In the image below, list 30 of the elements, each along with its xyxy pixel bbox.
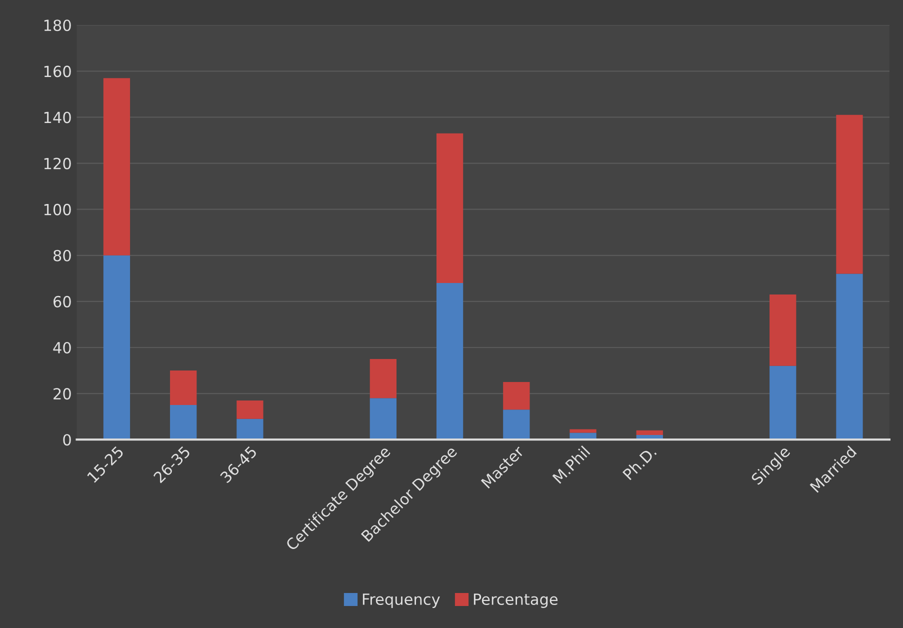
bar (836, 114, 863, 274)
y-tick-label: 80 (53, 250, 71, 262)
legend-label: Percentage (474, 594, 558, 608)
bar (103, 255, 130, 440)
y-tick-label: 20 (54, 388, 71, 400)
y-tick-label: 180 (44, 20, 71, 32)
bar (370, 359, 397, 398)
bar (236, 418, 264, 440)
y-tick-label: 100 (44, 204, 71, 216)
y-tick-label: 160 (44, 66, 71, 78)
bar (370, 398, 397, 440)
y-tick-label: 0 (63, 434, 71, 446)
y-tick-label: 60 (54, 296, 71, 308)
bar (503, 410, 530, 440)
legend-label: Frequency (362, 594, 440, 608)
bar (436, 133, 464, 284)
bar (170, 370, 197, 406)
bar (636, 430, 663, 435)
bar (570, 429, 596, 433)
y-tick-label: 140 (44, 112, 71, 124)
bar (503, 382, 530, 410)
bar (836, 274, 863, 440)
bar (236, 400, 264, 419)
bar (436, 283, 464, 440)
y-tick-label: 40 (53, 342, 71, 354)
bar (770, 294, 796, 366)
bar (770, 366, 796, 440)
bar (103, 78, 130, 256)
bar (170, 405, 197, 440)
y-tick-label: 120 (44, 158, 71, 170)
